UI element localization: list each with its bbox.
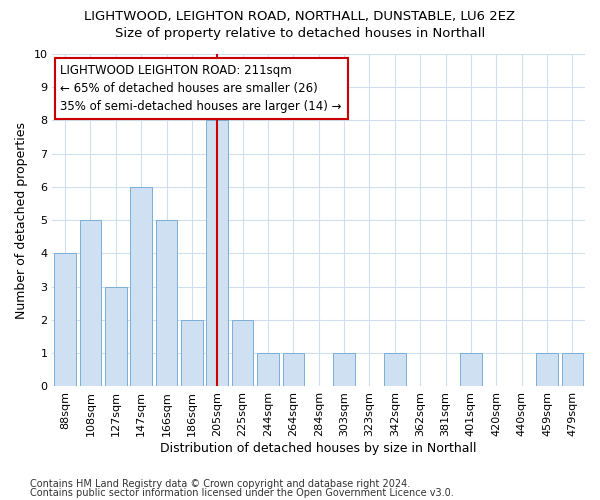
Text: Contains public sector information licensed under the Open Government Licence v3: Contains public sector information licen… bbox=[30, 488, 454, 498]
Bar bbox=[130, 187, 152, 386]
Bar bbox=[232, 320, 253, 386]
Text: Size of property relative to detached houses in Northall: Size of property relative to detached ho… bbox=[115, 28, 485, 40]
Bar bbox=[536, 353, 558, 386]
Bar bbox=[156, 220, 178, 386]
Bar bbox=[283, 353, 304, 386]
Bar bbox=[181, 320, 203, 386]
Text: LIGHTWOOD, LEIGHTON ROAD, NORTHALL, DUNSTABLE, LU6 2EZ: LIGHTWOOD, LEIGHTON ROAD, NORTHALL, DUNS… bbox=[85, 10, 515, 23]
Bar bbox=[562, 353, 583, 386]
X-axis label: Distribution of detached houses by size in Northall: Distribution of detached houses by size … bbox=[160, 442, 477, 455]
Text: LIGHTWOOD LEIGHTON ROAD: 211sqm
← 65% of detached houses are smaller (26)
35% of: LIGHTWOOD LEIGHTON ROAD: 211sqm ← 65% of… bbox=[61, 64, 342, 113]
Bar bbox=[384, 353, 406, 386]
Text: Contains HM Land Registry data © Crown copyright and database right 2024.: Contains HM Land Registry data © Crown c… bbox=[30, 479, 410, 489]
Bar bbox=[55, 254, 76, 386]
Bar bbox=[460, 353, 482, 386]
Bar bbox=[333, 353, 355, 386]
Bar bbox=[105, 286, 127, 386]
Y-axis label: Number of detached properties: Number of detached properties bbox=[15, 122, 28, 318]
Bar bbox=[80, 220, 101, 386]
Bar bbox=[257, 353, 279, 386]
Bar bbox=[206, 120, 228, 386]
